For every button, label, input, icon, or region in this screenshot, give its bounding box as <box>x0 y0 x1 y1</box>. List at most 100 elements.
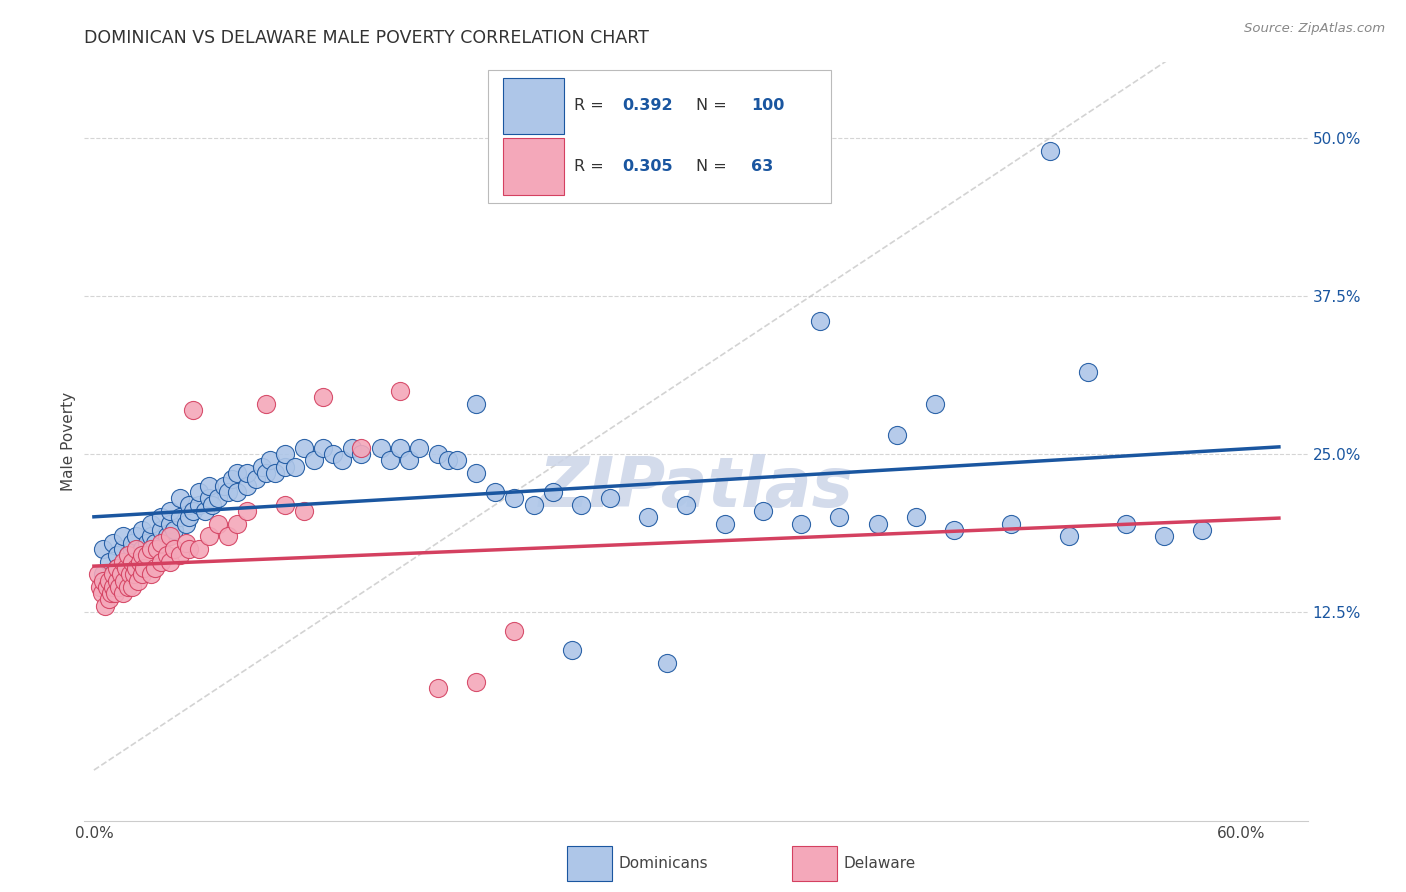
Point <box>1057 529 1080 543</box>
Point <box>274 459 297 474</box>
Point <box>188 485 211 500</box>
Point <box>274 447 297 461</box>
Point <box>904 510 927 524</box>
Point <box>924 396 946 410</box>
Point <box>226 485 249 500</box>
Point <box>350 447 373 461</box>
Text: R =: R = <box>574 98 609 113</box>
Point <box>264 466 287 480</box>
Point <box>790 516 813 531</box>
Point <box>188 541 211 556</box>
Point <box>101 567 124 582</box>
Point <box>292 441 315 455</box>
Point <box>159 504 181 518</box>
Point <box>713 516 735 531</box>
Point <box>136 535 159 549</box>
Point <box>207 516 229 531</box>
Text: DOMINICAN VS DELAWARE MALE POVERTY CORRELATION CHART: DOMINICAN VS DELAWARE MALE POVERTY CORRE… <box>84 29 650 47</box>
Point <box>94 599 117 613</box>
FancyBboxPatch shape <box>503 138 564 195</box>
Point <box>254 396 277 410</box>
Text: N =: N = <box>696 159 733 174</box>
Point <box>226 466 249 480</box>
Point <box>212 479 235 493</box>
Point <box>503 491 526 506</box>
Point <box>197 529 219 543</box>
Point <box>322 447 344 461</box>
Point <box>121 535 143 549</box>
Point <box>426 681 449 695</box>
Point <box>98 592 121 607</box>
Point <box>181 403 204 417</box>
Point <box>125 548 148 563</box>
Point <box>155 529 177 543</box>
Point <box>93 574 115 588</box>
Point <box>96 580 118 594</box>
Point <box>370 441 392 455</box>
Point <box>93 541 115 556</box>
Point <box>131 548 153 563</box>
Point <box>217 529 239 543</box>
Point <box>122 567 145 582</box>
Point <box>143 561 166 575</box>
Point <box>117 548 139 563</box>
Point <box>125 529 148 543</box>
Point <box>465 674 488 689</box>
Point <box>446 453 468 467</box>
Point <box>675 498 697 512</box>
Point <box>197 491 219 506</box>
Point <box>350 441 373 455</box>
Point <box>522 498 544 512</box>
Point <box>436 453 458 467</box>
Point <box>380 453 402 467</box>
Point <box>312 441 335 455</box>
Point <box>197 479 219 493</box>
Point <box>111 586 134 600</box>
Point <box>146 541 169 556</box>
Text: ZIPatlas: ZIPatlas <box>538 453 853 521</box>
Point <box>141 516 163 531</box>
Point <box>179 510 201 524</box>
Point <box>131 541 153 556</box>
Point <box>236 466 259 480</box>
Point <box>174 516 197 531</box>
Point <box>752 504 775 518</box>
Text: 0.392: 0.392 <box>623 98 673 113</box>
Y-axis label: Male Poverty: Male Poverty <box>60 392 76 491</box>
Point <box>155 548 177 563</box>
Point <box>87 567 110 582</box>
Point <box>1115 516 1137 531</box>
Point <box>100 586 122 600</box>
Point <box>226 516 249 531</box>
Point <box>250 459 273 474</box>
Point <box>398 453 420 467</box>
Point <box>828 510 851 524</box>
Point <box>292 504 315 518</box>
Point <box>141 541 163 556</box>
Point <box>128 555 150 569</box>
Text: 100: 100 <box>751 98 785 113</box>
Point <box>169 510 191 524</box>
Point <box>117 580 139 594</box>
Point <box>221 473 243 487</box>
Text: Delaware: Delaware <box>844 856 915 871</box>
Point <box>132 561 155 575</box>
Point <box>127 574 149 588</box>
Point <box>141 529 163 543</box>
Point <box>117 555 139 569</box>
Point <box>179 498 201 512</box>
Point <box>637 510 659 524</box>
Point <box>284 459 307 474</box>
Point <box>1191 523 1213 537</box>
Point <box>111 541 134 556</box>
Point <box>105 561 128 575</box>
Point <box>131 523 153 537</box>
Point <box>943 523 966 537</box>
Point <box>93 567 115 582</box>
Point <box>120 567 142 582</box>
Point <box>149 510 172 524</box>
Point <box>115 561 138 575</box>
Point <box>141 567 163 582</box>
Point <box>121 555 143 569</box>
Point <box>163 541 186 556</box>
